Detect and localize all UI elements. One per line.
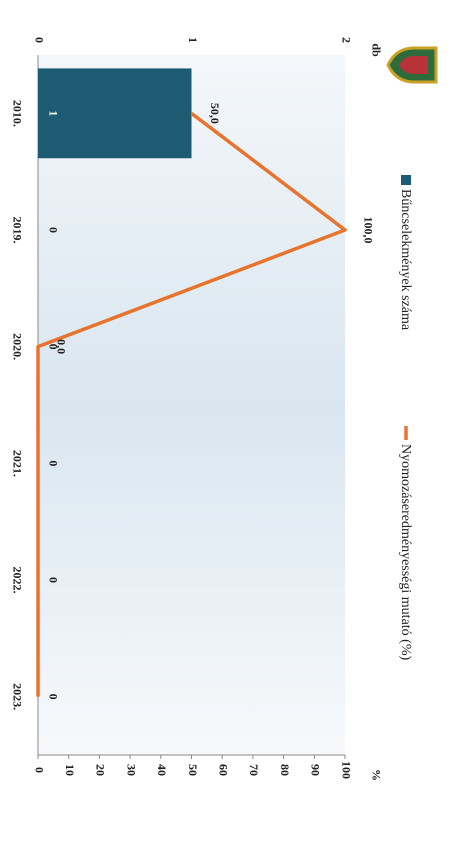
y2-tick-label: 40 [155,764,169,776]
y-tick-label: 2 [339,37,353,43]
x-tick-label: 2021. [10,450,24,477]
y2-tick-label: 20 [94,764,108,776]
y2-tick-label: 10 [63,764,77,776]
line-value-label: 0,0 [54,339,68,354]
bar-value-label: 0 [46,694,60,700]
bar-value-label: 1 [46,110,60,116]
x-tick-label: 2020. [10,333,24,360]
x-tick-label: 2019. [10,217,24,244]
line [36,111,347,697]
bar-value-label: 0 [46,227,60,233]
y2-tick-label: 60 [216,764,230,776]
plot-background [38,55,345,755]
y2-tick-label: 70 [247,764,261,776]
line-value-label: 100,0 [361,217,375,244]
y-tick-label: 0 [32,37,46,43]
y2-tick-label: 50 [186,764,200,776]
bar-value-label: 0 [46,460,60,466]
emblem [386,46,438,84]
x-tick-label: 2022. [10,567,24,594]
legend-text: Bűncselekmények száma [398,189,413,331]
bar-value-label: 0 [46,577,60,583]
y-axis-label: db [369,43,383,57]
y-tick-label: 1 [186,37,200,43]
x-tick-label: 2010. [10,100,24,127]
y2-tick-label: 100 [339,761,353,779]
legend-text: Nyomozáseredményességi mutató (%) [398,444,413,660]
bar-value-label: 0 [46,344,60,350]
chart: db % 0 1 20 10 20 30 40 50 60 70 80 90 1002010.2019.… [10,37,438,781]
y2-axis-label: % [369,769,383,781]
legend-swatch [401,175,411,185]
x-tick-label: 2023. [10,683,24,710]
y2-tick-label: 90 [309,764,323,776]
line-value-label: 50,0 [208,103,222,124]
y2-tick-label: 80 [278,764,292,776]
y2-tick-label: 30 [124,764,138,776]
y2-tick-label: 0 [32,767,46,773]
bar [38,68,192,159]
